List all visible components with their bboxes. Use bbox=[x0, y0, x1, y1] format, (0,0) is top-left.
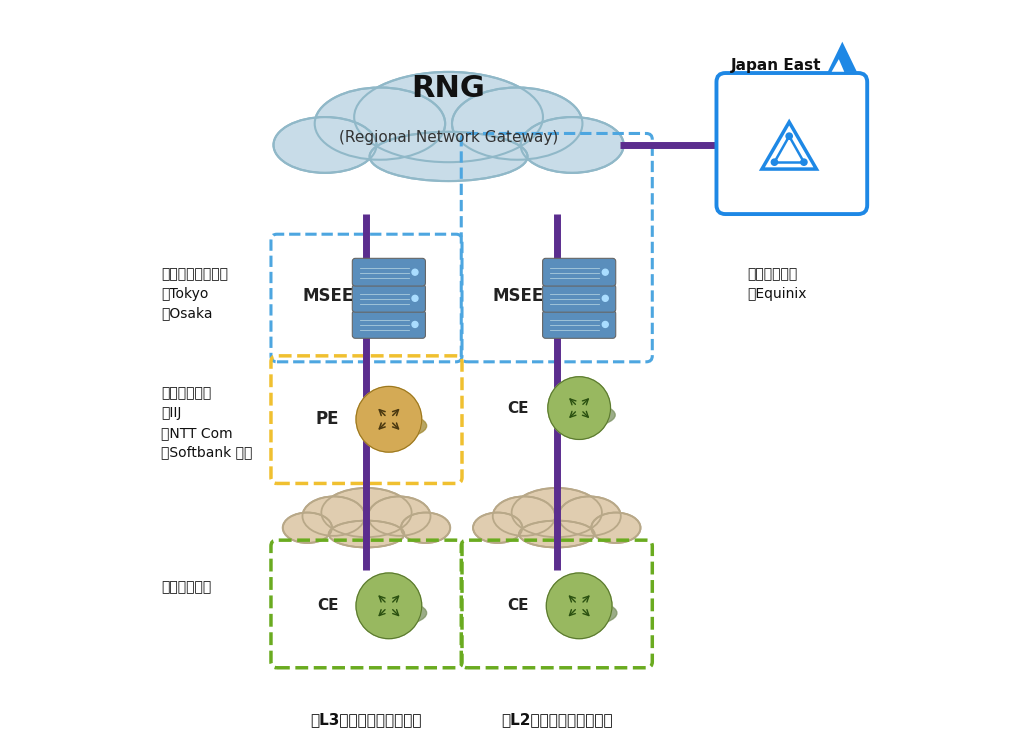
Circle shape bbox=[412, 269, 418, 275]
Ellipse shape bbox=[473, 512, 522, 543]
Ellipse shape bbox=[520, 117, 624, 173]
Circle shape bbox=[602, 295, 608, 301]
Text: ピアリングの場所: ピアリングの場所 bbox=[161, 267, 228, 281]
Ellipse shape bbox=[354, 72, 543, 163]
Text: プロバイダー: プロバイダー bbox=[748, 267, 798, 281]
FancyBboxPatch shape bbox=[543, 311, 615, 339]
Text: RNG: RNG bbox=[412, 74, 485, 103]
Ellipse shape bbox=[329, 521, 404, 548]
Ellipse shape bbox=[512, 488, 602, 537]
Circle shape bbox=[356, 573, 422, 639]
Ellipse shape bbox=[361, 413, 427, 438]
Ellipse shape bbox=[493, 497, 555, 536]
Circle shape bbox=[412, 295, 418, 301]
Circle shape bbox=[412, 321, 418, 327]
FancyBboxPatch shape bbox=[352, 285, 425, 312]
Circle shape bbox=[602, 321, 608, 327]
Polygon shape bbox=[827, 42, 857, 72]
Circle shape bbox=[356, 386, 422, 452]
Circle shape bbox=[771, 159, 777, 166]
Ellipse shape bbox=[283, 512, 332, 543]
Text: CE: CE bbox=[317, 598, 339, 613]
Ellipse shape bbox=[370, 132, 527, 181]
Text: ・IIJ: ・IIJ bbox=[161, 406, 181, 420]
Text: (Regional Network Gateway): (Regional Network Gateway) bbox=[339, 130, 558, 145]
Text: ・Tokyo: ・Tokyo bbox=[161, 287, 209, 301]
Ellipse shape bbox=[558, 497, 621, 536]
Polygon shape bbox=[831, 59, 844, 72]
Text: CE: CE bbox=[507, 401, 528, 416]
Text: Japan East: Japan East bbox=[731, 58, 821, 73]
Ellipse shape bbox=[314, 88, 445, 160]
Text: MSEE: MSEE bbox=[302, 287, 353, 305]
Ellipse shape bbox=[551, 601, 616, 625]
Text: オンプレミス: オンプレミス bbox=[161, 580, 212, 594]
Ellipse shape bbox=[369, 497, 430, 536]
Text: MSEE: MSEE bbox=[493, 287, 544, 305]
Ellipse shape bbox=[401, 512, 451, 543]
Ellipse shape bbox=[591, 512, 640, 543]
Ellipse shape bbox=[519, 521, 595, 548]
FancyBboxPatch shape bbox=[717, 73, 867, 214]
Text: 【L2プロバイダー接続】: 【L2プロバイダー接続】 bbox=[501, 712, 612, 727]
Ellipse shape bbox=[273, 117, 377, 173]
Ellipse shape bbox=[452, 88, 583, 160]
Circle shape bbox=[548, 377, 610, 440]
Circle shape bbox=[786, 133, 793, 139]
Text: 【L3プロバイダー接続】: 【L3プロバイダー接続】 bbox=[310, 712, 422, 727]
Text: ・Osaka: ・Osaka bbox=[161, 306, 213, 321]
Ellipse shape bbox=[553, 403, 615, 427]
Text: ・NTT Com: ・NTT Com bbox=[161, 425, 232, 440]
Circle shape bbox=[602, 269, 608, 275]
Circle shape bbox=[801, 159, 807, 166]
Text: CE: CE bbox=[507, 598, 528, 613]
Text: PE: PE bbox=[316, 410, 339, 428]
FancyBboxPatch shape bbox=[352, 311, 425, 339]
FancyBboxPatch shape bbox=[543, 258, 615, 286]
Text: ・Equinix: ・Equinix bbox=[748, 287, 807, 301]
Text: プロバイダー: プロバイダー bbox=[161, 386, 212, 400]
Ellipse shape bbox=[302, 497, 365, 536]
Circle shape bbox=[547, 573, 612, 639]
Text: ・Softbank など: ・Softbank など bbox=[161, 445, 253, 459]
Ellipse shape bbox=[361, 601, 427, 625]
FancyBboxPatch shape bbox=[352, 258, 425, 286]
FancyBboxPatch shape bbox=[543, 285, 615, 312]
Ellipse shape bbox=[322, 488, 412, 537]
